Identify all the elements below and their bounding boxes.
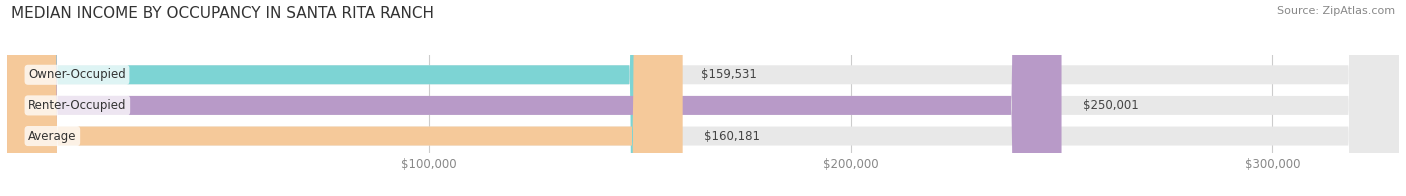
Text: $250,001: $250,001 bbox=[1083, 99, 1139, 112]
Text: Owner-Occupied: Owner-Occupied bbox=[28, 68, 127, 81]
FancyBboxPatch shape bbox=[7, 0, 681, 196]
FancyBboxPatch shape bbox=[7, 0, 1062, 196]
Text: Average: Average bbox=[28, 130, 76, 142]
FancyBboxPatch shape bbox=[7, 0, 1399, 196]
FancyBboxPatch shape bbox=[7, 0, 1399, 196]
FancyBboxPatch shape bbox=[7, 0, 1399, 196]
Text: Source: ZipAtlas.com: Source: ZipAtlas.com bbox=[1277, 6, 1395, 16]
Text: Renter-Occupied: Renter-Occupied bbox=[28, 99, 127, 112]
Text: $160,181: $160,181 bbox=[704, 130, 759, 142]
Text: MEDIAN INCOME BY OCCUPANCY IN SANTA RITA RANCH: MEDIAN INCOME BY OCCUPANCY IN SANTA RITA… bbox=[11, 6, 434, 21]
Text: $159,531: $159,531 bbox=[702, 68, 756, 81]
FancyBboxPatch shape bbox=[7, 0, 683, 196]
